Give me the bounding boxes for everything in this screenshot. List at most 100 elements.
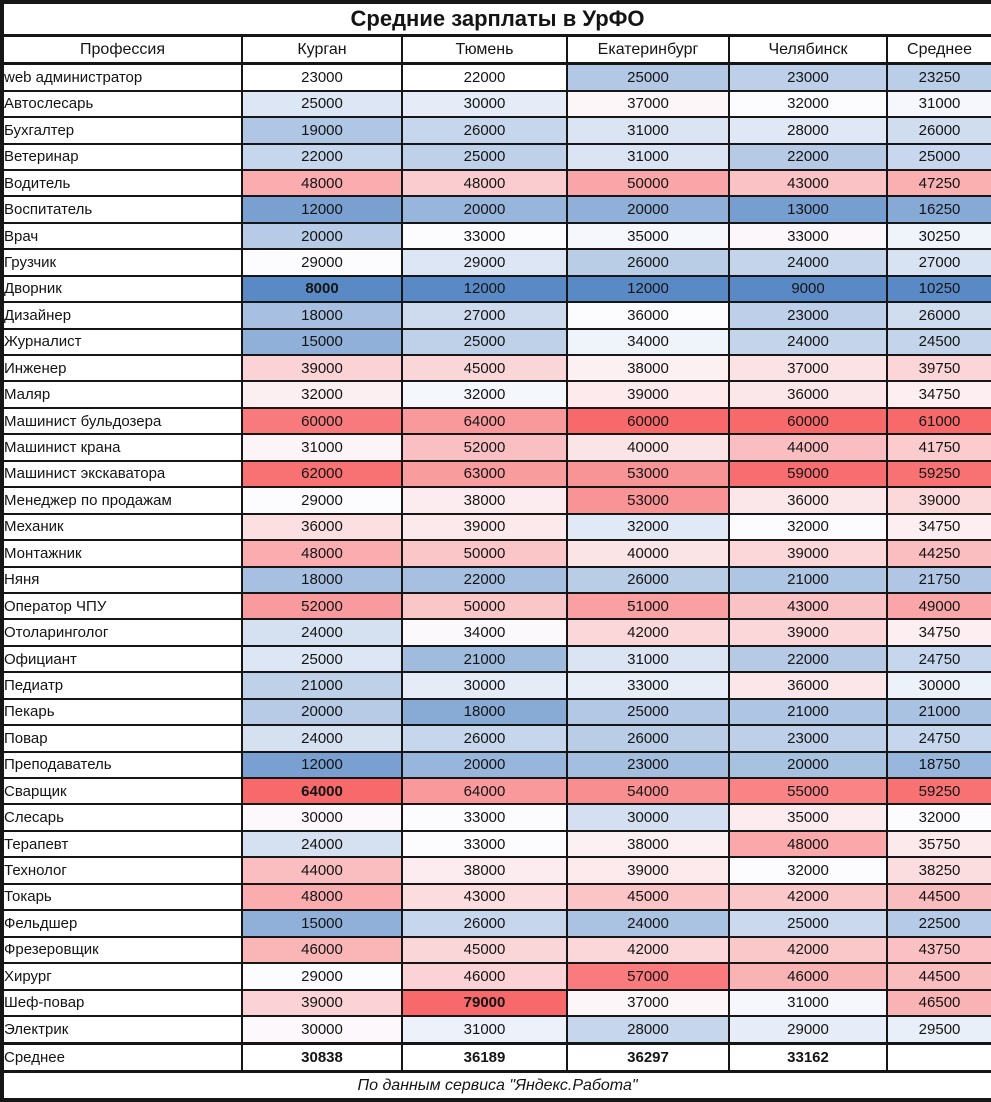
profession-cell: Дворник [1, 274, 243, 304]
salary-value-cell: 12000 [401, 274, 568, 304]
profession-cell: Водитель [1, 168, 243, 198]
salary-value-cell: 35750 [885, 829, 991, 859]
profession-cell: Механик [1, 512, 243, 542]
salary-value-cell: 34000 [401, 618, 568, 647]
table-row: Бухгалтер 19000 26000 31000 28000 26000 [1, 116, 991, 145]
salary-value-cell: 22000 [241, 142, 403, 171]
salary-value-cell: 19000 [241, 116, 403, 145]
table-row: Оператор ЧПУ 52000 50000 51000 43000 49000 [1, 591, 991, 621]
salary-value-cell: 26000 [401, 116, 568, 145]
salary-value-cell: 30000 [241, 803, 403, 832]
table-row: Фрезеровщик 46000 45000 42000 42000 43750 [1, 935, 991, 965]
table-row: Официант 25000 21000 31000 22000 24750 [1, 644, 991, 674]
salary-value-cell: 42000 [566, 618, 730, 647]
salary-value-cell: 18750 [885, 750, 991, 780]
table-row: Дворник 8000 12000 12000 9000 10250 [1, 274, 991, 304]
salary-value-cell: 59000 [728, 459, 888, 489]
salary-value-cell: 64000 [401, 406, 568, 436]
profession-cell: Оператор ЧПУ [1, 591, 243, 621]
source-note: По данным сервиса "Яндекс.Работа" [0, 1070, 991, 1101]
table-row: Технолог 44000 38000 39000 32000 38250 [1, 856, 991, 885]
salary-value-cell: 39000 [728, 539, 888, 568]
salary-value-cell: 39000 [566, 856, 730, 885]
column-header-3: Екатеринбург [566, 34, 730, 65]
salary-value-cell: 20000 [728, 750, 888, 780]
salary-value-cell: 24500 [885, 327, 991, 357]
column-header-0: Профессия [1, 34, 243, 65]
profession-cell: Воспитатель [1, 195, 243, 224]
table-row: Менеджер по продажам 29000 38000 53000 36000… [1, 486, 991, 515]
salary-value-cell: 20000 [241, 697, 403, 727]
salary-value-cell: 54000 [566, 776, 730, 806]
salary-value-cell: 48000 [241, 539, 403, 568]
salary-value-cell: 49000 [885, 591, 991, 621]
salary-value-cell: 27000 [885, 248, 991, 277]
salary-value-cell: 26000 [401, 724, 568, 753]
salary-value-cell: 39000 [241, 988, 403, 1017]
table-row: Водитель 48000 48000 50000 43000 47250 [1, 168, 991, 198]
salary-value-cell: 32000 [401, 380, 568, 409]
salary-value-cell: 24000 [566, 909, 730, 938]
salary-value-cell: 32000 [566, 512, 730, 542]
title-row: Средние зарплаты в УрФО [0, 1, 991, 37]
salary-value-cell: 39750 [885, 353, 991, 383]
table-row: Дизайнер 18000 27000 36000 23000 26000 [1, 301, 991, 330]
profession-cell: Маляр [1, 380, 243, 409]
salary-value-cell: 59250 [885, 776, 991, 806]
salary-value-cell: 63000 [401, 459, 568, 489]
salary-value-cell: 26000 [401, 909, 568, 938]
salary-value-cell: 18000 [401, 697, 568, 727]
table-row: Отоларинголог 24000 34000 42000 39000 34750 [1, 618, 991, 647]
table-row: Врач 20000 33000 35000 33000 30250 [1, 221, 991, 251]
salary-value-cell: 59250 [885, 459, 991, 489]
salary-value-cell: 31000 [566, 142, 730, 171]
salary-value-cell: 42000 [728, 935, 888, 965]
salary-value-cell: 20000 [401, 195, 568, 224]
table-row: Няня 18000 22000 26000 21000 21750 [1, 565, 991, 594]
profession-cell: Машинист бульдозера [1, 406, 243, 436]
profession-cell: Машинист крана [1, 433, 243, 462]
table-row: Электрик 30000 31000 28000 29000 29500 [1, 1014, 991, 1045]
salary-value-cell: 8000 [241, 274, 403, 304]
salary-value-cell: 22000 [401, 62, 568, 92]
salary-value-cell: 24000 [241, 618, 403, 647]
salary-value-cell: 38000 [401, 856, 568, 885]
salary-value-cell: 25000 [566, 62, 730, 92]
salary-value-cell: 10250 [885, 274, 991, 304]
profession-cell: Фельдшер [1, 909, 243, 938]
salary-value-cell: 27000 [401, 301, 568, 330]
salary-value-cell: 20000 [401, 750, 568, 780]
salary-value-cell: 32000 [728, 856, 888, 885]
salary-value-cell: 48000 [241, 882, 403, 912]
profession-cell: Бухгалтер [1, 116, 243, 145]
salary-value-cell: 25000 [566, 697, 730, 727]
salary-value-cell: 34750 [885, 380, 991, 409]
table-row: Ветеринар 22000 25000 31000 22000 25000 [1, 142, 991, 171]
salary-value-cell: 12000 [241, 750, 403, 780]
column-header-1: Курган [241, 34, 403, 65]
salary-value-cell: 35000 [728, 803, 888, 832]
salary-value-cell: 31000 [241, 433, 403, 462]
salary-value-cell: 37000 [566, 988, 730, 1017]
salary-value-cell: 45000 [566, 882, 730, 912]
salary-value-cell: 38000 [566, 353, 730, 383]
salary-value-cell: 43000 [728, 591, 888, 621]
salary-value-cell: 40000 [566, 539, 730, 568]
profession-cell: Преподаватель [1, 750, 243, 780]
table-row: Повар 24000 26000 26000 23000 24750 [1, 724, 991, 753]
salary-value-cell: 30000 [401, 89, 568, 119]
profession-cell: Дизайнер [1, 301, 243, 330]
salary-value-cell: 38000 [566, 829, 730, 859]
salary-value-cell: 43000 [401, 882, 568, 912]
salary-value-cell: 23250 [885, 62, 991, 92]
profession-cell: Повар [1, 724, 243, 753]
salary-value-cell: 30000 [566, 803, 730, 832]
salary-value-cell: 36000 [728, 671, 888, 700]
summary-label-cell: Среднее [1, 1042, 243, 1073]
profession-cell: Менеджер по продажам [1, 486, 243, 515]
table-row: Машинист экскаватора 62000 63000 53000 59000… [1, 459, 991, 489]
salary-value-cell: 39000 [241, 353, 403, 383]
table-row: Токарь 48000 43000 45000 42000 44500 [1, 882, 991, 912]
salary-value-cell: 12000 [241, 195, 403, 224]
salary-value-cell: 15000 [241, 327, 403, 357]
